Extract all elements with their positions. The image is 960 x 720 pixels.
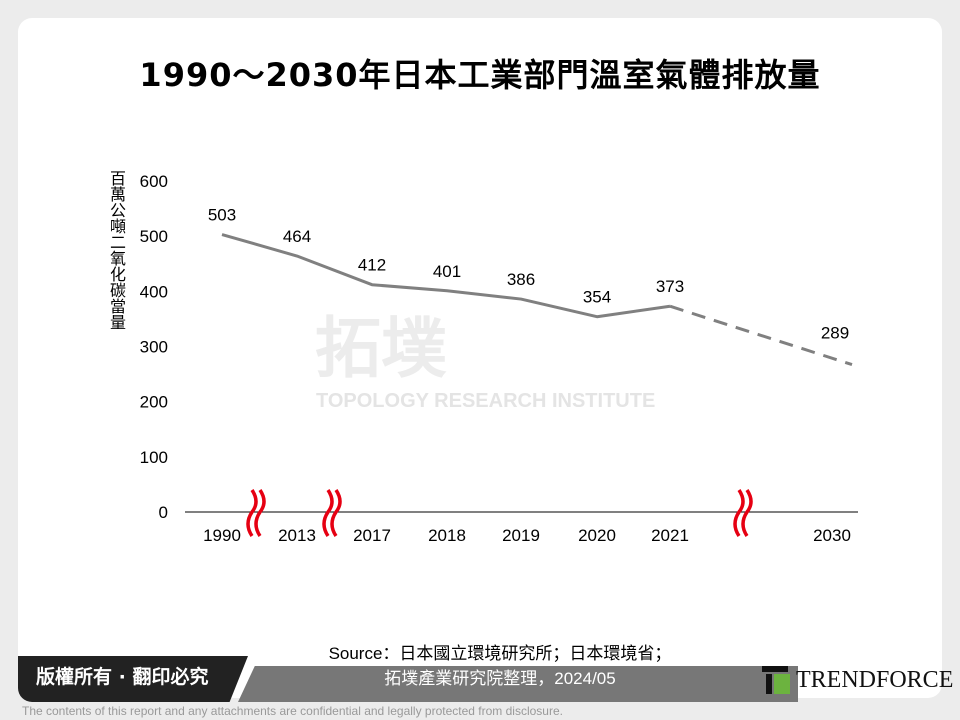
data-label: 412 [358,256,386,275]
trendforce-logo: TRENDFORCE [762,666,953,694]
data-label: 464 [283,227,311,246]
slide-card [18,18,942,698]
axis-break-icon [322,489,334,537]
projected-emissions-line [669,304,853,366]
x-tick-label: 2017 [353,526,391,545]
copyright-band [18,656,248,702]
y-tick-label: 0 [159,503,168,522]
source-line-1: Source：日本國立環境研究所；日本環境省； [328,644,672,663]
copyright-text: 版權所有 · 翻印必究 [36,666,209,688]
x-tick-label: 2013 [278,526,316,545]
axis-break-icon [733,489,745,537]
x-tick-label: 2018 [428,526,466,545]
y-tick-label: 600 [140,172,168,191]
x-tick-label: 1990 [203,526,241,545]
x-tick-label: 2019 [502,526,540,545]
trendforce-logo-icon [762,666,790,694]
watermark-text: TOPOLOGY RESEARCH INSTITUTE [316,390,656,412]
source-line-2: 拓墣產業研究院整理，2024/05 [384,669,616,688]
x-tick-label: 2021 [651,526,689,545]
data-label: 386 [507,270,535,289]
axis-break-icon [254,489,266,537]
data-label: 401 [433,262,461,281]
chart-title: 1990～2030年日本工業部門溫室氣體排放量 [139,56,821,94]
data-label: 289 [821,324,849,343]
x-tick-label: 2020 [578,526,616,545]
disclaimer: The contents of this report and any atta… [22,704,563,718]
axis-break-icon [741,489,753,537]
axis-break-icon [330,489,342,537]
y-tick-label: 100 [140,448,168,467]
data-label: 354 [583,288,611,307]
axis-break-icon [246,489,258,537]
data-label: 503 [208,206,236,225]
y-tick-label: 200 [140,393,168,412]
y-tick-label: 400 [140,282,168,301]
watermark-logo: 拓墣 [315,310,447,387]
y-tick-label: 300 [140,338,168,357]
source-band [238,666,798,702]
trendforce-logo-text: TRENDFORCE [796,667,954,693]
y-axis-label: 百萬公噸二氧化碳當量 [107,170,126,330]
y-tick-label: 500 [140,227,168,246]
data-label: 373 [656,277,684,296]
x-tick-label: 2030 [813,526,851,545]
